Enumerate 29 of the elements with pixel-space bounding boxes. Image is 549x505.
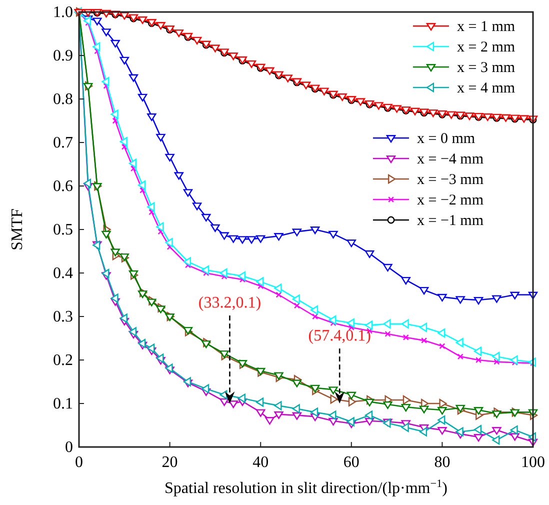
- legend-label: x = 0 mm: [417, 131, 476, 147]
- x-axis-title: Spatial resolution in slit direction/(lp·mm$^{−1}$): [164, 478, 448, 497]
- legend-label: x = 3 mm: [457, 60, 516, 76]
- legend-label: x = 1 mm: [457, 19, 516, 35]
- y-axis-title: SMTF: [9, 208, 26, 250]
- legend-label: x = 4 mm: [457, 80, 516, 96]
- x-tick-label: 40: [252, 454, 269, 471]
- x-tick-label: 20: [162, 454, 178, 471]
- y-tick-label: 0.3: [53, 308, 73, 326]
- legend-label: x = 2 mm: [457, 40, 516, 56]
- y-tick-label: 0.7: [53, 134, 73, 152]
- y-tick-label: 0.6: [53, 178, 73, 195]
- legend-label: x = −3 mm: [417, 172, 484, 188]
- x-tick-label: 60: [343, 454, 360, 471]
- y-tick-label: 0.1: [53, 396, 73, 412]
- y-tick-label: 0.5: [53, 222, 73, 238]
- annotation: (33.2,0.1): [198, 294, 262, 312]
- x-tick-label: 100: [521, 454, 545, 471]
- y-tick-label: 0.4: [53, 265, 73, 282]
- legend-label: x = −2 mm: [417, 192, 484, 208]
- y-tick-label: 1.0: [53, 4, 73, 21]
- legend-label: x = −4 mm: [417, 152, 484, 168]
- y-tick-label: 0.9: [53, 48, 73, 64]
- y-tick-label: 0: [65, 439, 73, 456]
- x-tick-label: 80: [434, 454, 450, 471]
- annotation: (57.4,0.1): [308, 328, 371, 344]
- y-tick-label: 0.8: [53, 91, 73, 108]
- y-tick-label: 0.2: [53, 352, 73, 369]
- legend-label: x = −1 mm: [417, 213, 484, 229]
